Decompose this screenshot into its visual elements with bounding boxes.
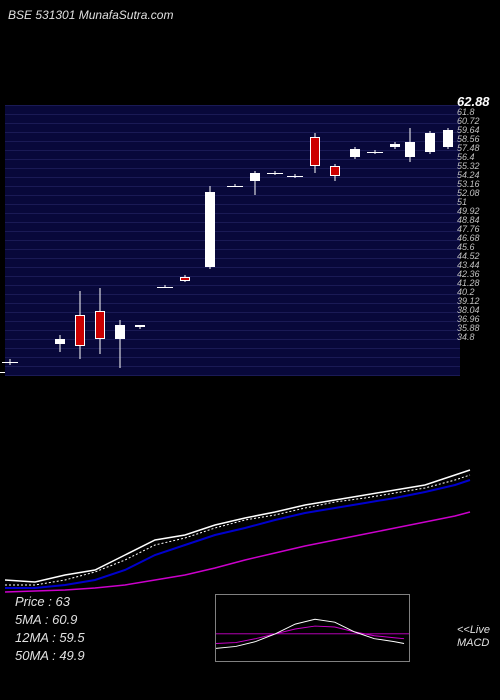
candle-body xyxy=(250,173,260,181)
grid-line xyxy=(5,159,460,160)
grid-line xyxy=(5,276,460,277)
candle xyxy=(370,150,380,154)
y-axis-value: 34.8 xyxy=(457,333,492,342)
candle-body xyxy=(350,149,360,157)
ma12-row: 12MA : 59.5 xyxy=(15,629,85,647)
macd-text-label: MACD xyxy=(457,637,490,650)
candle-body xyxy=(115,325,125,339)
ma12-line xyxy=(5,480,470,588)
candle-body xyxy=(55,339,65,344)
candle xyxy=(180,275,190,282)
live-label: <<Live xyxy=(457,624,490,637)
price-row: Price : 63 xyxy=(15,593,85,611)
candle xyxy=(350,147,360,159)
grid-line xyxy=(5,213,460,214)
grid-line xyxy=(5,357,460,358)
candle-body xyxy=(2,362,18,363)
grid-line xyxy=(5,168,460,169)
candle-body xyxy=(390,144,400,147)
grid-line xyxy=(5,321,460,322)
candle xyxy=(290,174,300,178)
baseline-tick xyxy=(0,372,5,373)
candle-body xyxy=(443,130,453,147)
candle-body xyxy=(157,287,173,288)
candle xyxy=(55,335,65,352)
macd-inset-chart xyxy=(215,594,410,662)
candle-body xyxy=(135,325,145,327)
candle xyxy=(330,164,340,180)
candle xyxy=(115,320,125,368)
ticker-label: BSE 531301 xyxy=(8,8,75,22)
grid-line xyxy=(5,285,460,286)
candle-body xyxy=(310,137,320,166)
y-axis-labels: 62.88 61.860.7259.6458.5657.4856.455.325… xyxy=(457,97,492,342)
candle xyxy=(270,171,280,175)
grid-line xyxy=(5,123,460,124)
y-axis-top-value: 62.88 xyxy=(457,97,492,106)
candle xyxy=(160,285,170,289)
candle xyxy=(75,291,85,358)
candle-body xyxy=(425,133,435,152)
grid-line xyxy=(5,312,460,313)
grid-line xyxy=(5,114,460,115)
grid-line xyxy=(5,150,460,151)
moving-average-chart xyxy=(5,460,475,600)
candle-body xyxy=(287,176,303,177)
grid-line xyxy=(5,231,460,232)
macd-label-group: <<Live MACD xyxy=(457,624,490,650)
grid-line xyxy=(5,132,460,133)
candle xyxy=(443,128,453,149)
grid-line xyxy=(5,249,460,250)
price-line xyxy=(5,470,470,582)
grid-line xyxy=(5,366,460,367)
candle-body xyxy=(330,166,340,176)
grid-line xyxy=(5,240,460,241)
ma50-line xyxy=(5,512,470,592)
chart-header: BSE 531301 MunafaSutra.com xyxy=(8,8,173,22)
candle-body xyxy=(75,315,85,346)
candle xyxy=(135,325,145,329)
grid-line xyxy=(5,204,460,205)
candle-body xyxy=(227,186,243,187)
candle-body xyxy=(405,142,415,156)
candle-body xyxy=(95,311,105,340)
candle-body xyxy=(205,192,215,267)
grid-line xyxy=(5,339,460,340)
grid-line xyxy=(5,375,460,376)
info-panel: Price : 63 5MA : 60.9 12MA : 59.5 50MA :… xyxy=(15,593,85,665)
site-label: MunafaSutra.com xyxy=(79,8,174,22)
grid-line xyxy=(5,330,460,331)
grid-line xyxy=(5,267,460,268)
candle xyxy=(5,359,15,366)
candle xyxy=(205,186,215,270)
candle xyxy=(230,184,240,188)
grid-line xyxy=(5,258,460,259)
candle xyxy=(95,288,105,353)
grid-line xyxy=(5,195,460,196)
grid-line xyxy=(5,177,460,178)
candlestick-chart xyxy=(5,105,460,375)
candle xyxy=(250,171,260,195)
macd-signal-line xyxy=(216,626,404,643)
grid-line xyxy=(5,105,460,106)
candle xyxy=(310,133,320,173)
grid-line xyxy=(5,348,460,349)
candle xyxy=(425,131,435,154)
candle-body xyxy=(267,173,283,174)
grid-line xyxy=(5,303,460,304)
candle xyxy=(390,142,400,149)
candle-body xyxy=(367,152,383,153)
candle-body xyxy=(180,277,190,281)
grid-line xyxy=(5,222,460,223)
candle xyxy=(405,128,415,162)
ma5-row: 5MA : 60.9 xyxy=(15,611,85,629)
grid-line xyxy=(5,294,460,295)
ma50-row: 50MA : 49.9 xyxy=(15,647,85,665)
